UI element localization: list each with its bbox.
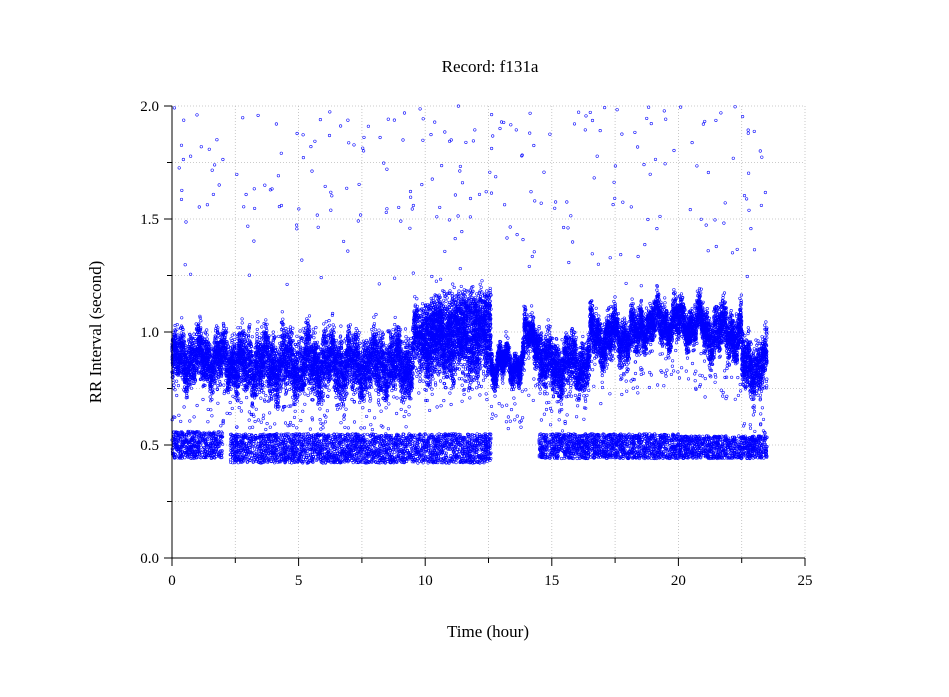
data-point	[326, 386, 329, 389]
data-point	[232, 395, 235, 398]
data-point	[374, 328, 377, 331]
data-points	[171, 105, 769, 465]
data-point	[315, 326, 318, 329]
data-point	[302, 328, 305, 331]
data-point	[265, 319, 268, 322]
data-point	[404, 328, 407, 331]
data-point	[175, 394, 178, 397]
data-point	[223, 384, 226, 387]
data-point	[296, 400, 299, 403]
data-point	[217, 402, 220, 405]
data-point	[231, 407, 234, 410]
data-point	[229, 412, 232, 415]
data-point	[343, 340, 346, 343]
data-point	[385, 407, 388, 410]
data-point	[304, 393, 307, 396]
data-point	[335, 396, 338, 399]
data-point	[209, 396, 212, 399]
data-point	[343, 418, 346, 421]
data-point	[312, 328, 315, 331]
data-point	[231, 334, 234, 337]
data-point	[196, 404, 199, 407]
data-point	[207, 420, 210, 423]
data-point	[282, 318, 285, 321]
data-point	[175, 380, 178, 383]
data-point	[179, 420, 182, 423]
data-point	[211, 415, 214, 418]
data-point	[320, 403, 323, 406]
data-point	[351, 398, 354, 401]
data-point	[183, 406, 186, 409]
data-point	[206, 334, 209, 337]
data-point	[371, 328, 374, 331]
data-point	[251, 335, 254, 338]
data-point	[189, 420, 192, 423]
data-point	[239, 326, 242, 329]
data-point	[296, 335, 299, 338]
data-point	[393, 396, 396, 399]
data-point	[226, 412, 229, 415]
data-point	[279, 390, 282, 393]
data-point	[200, 320, 203, 323]
data-point	[294, 410, 297, 413]
data-point	[335, 339, 338, 342]
data-point	[257, 321, 260, 324]
data-point	[349, 324, 352, 327]
data-point	[308, 315, 311, 318]
data-point	[178, 414, 181, 417]
data-point	[231, 341, 234, 344]
data-point	[222, 422, 225, 425]
data-point	[229, 401, 232, 404]
data-point	[173, 384, 176, 387]
data-point	[309, 391, 312, 394]
data-point	[202, 398, 205, 401]
data-point	[328, 319, 331, 322]
data-point	[353, 393, 356, 396]
chart-title: Record: f131a	[442, 57, 539, 76]
data-point	[172, 387, 175, 390]
data-point	[392, 328, 395, 331]
data-point	[328, 324, 331, 327]
data-point	[284, 387, 287, 390]
data-point	[233, 338, 236, 341]
data-point	[220, 425, 223, 428]
data-point	[207, 408, 210, 411]
data-point	[210, 409, 213, 412]
data-point	[218, 380, 221, 383]
data-point	[256, 328, 259, 331]
data-point	[193, 416, 196, 419]
data-point	[180, 317, 183, 320]
data-point	[256, 335, 259, 338]
data-point	[393, 323, 396, 326]
data-point	[319, 418, 322, 421]
data-point	[177, 384, 180, 387]
data-point	[327, 326, 330, 329]
